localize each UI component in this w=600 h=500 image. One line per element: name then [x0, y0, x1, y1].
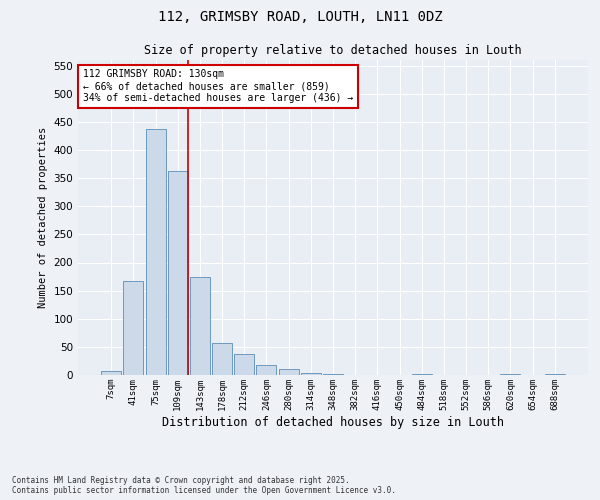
- Bar: [124, 280, 143, 375]
- Title: Size of property relative to detached houses in Louth: Size of property relative to detached ho…: [144, 44, 522, 58]
- Bar: [500, 374, 520, 375]
- Bar: [323, 374, 343, 375]
- Bar: [412, 374, 432, 375]
- Bar: [256, 365, 277, 375]
- Text: 112 GRIMSBY ROAD: 130sqm
← 66% of detached houses are smaller (859)
34% of semi-: 112 GRIMSBY ROAD: 130sqm ← 66% of detach…: [83, 70, 353, 102]
- X-axis label: Distribution of detached houses by size in Louth: Distribution of detached houses by size …: [162, 416, 504, 428]
- Bar: [301, 373, 321, 375]
- Bar: [212, 343, 232, 375]
- Y-axis label: Number of detached properties: Number of detached properties: [38, 127, 48, 308]
- Text: 112, GRIMSBY ROAD, LOUTH, LN11 0DZ: 112, GRIMSBY ROAD, LOUTH, LN11 0DZ: [158, 10, 442, 24]
- Bar: [234, 354, 254, 375]
- Bar: [101, 371, 121, 375]
- Bar: [146, 128, 166, 375]
- Text: Contains HM Land Registry data © Crown copyright and database right 2025.
Contai: Contains HM Land Registry data © Crown c…: [12, 476, 396, 495]
- Bar: [190, 276, 210, 375]
- Bar: [278, 369, 299, 375]
- Bar: [168, 172, 188, 375]
- Bar: [545, 374, 565, 375]
